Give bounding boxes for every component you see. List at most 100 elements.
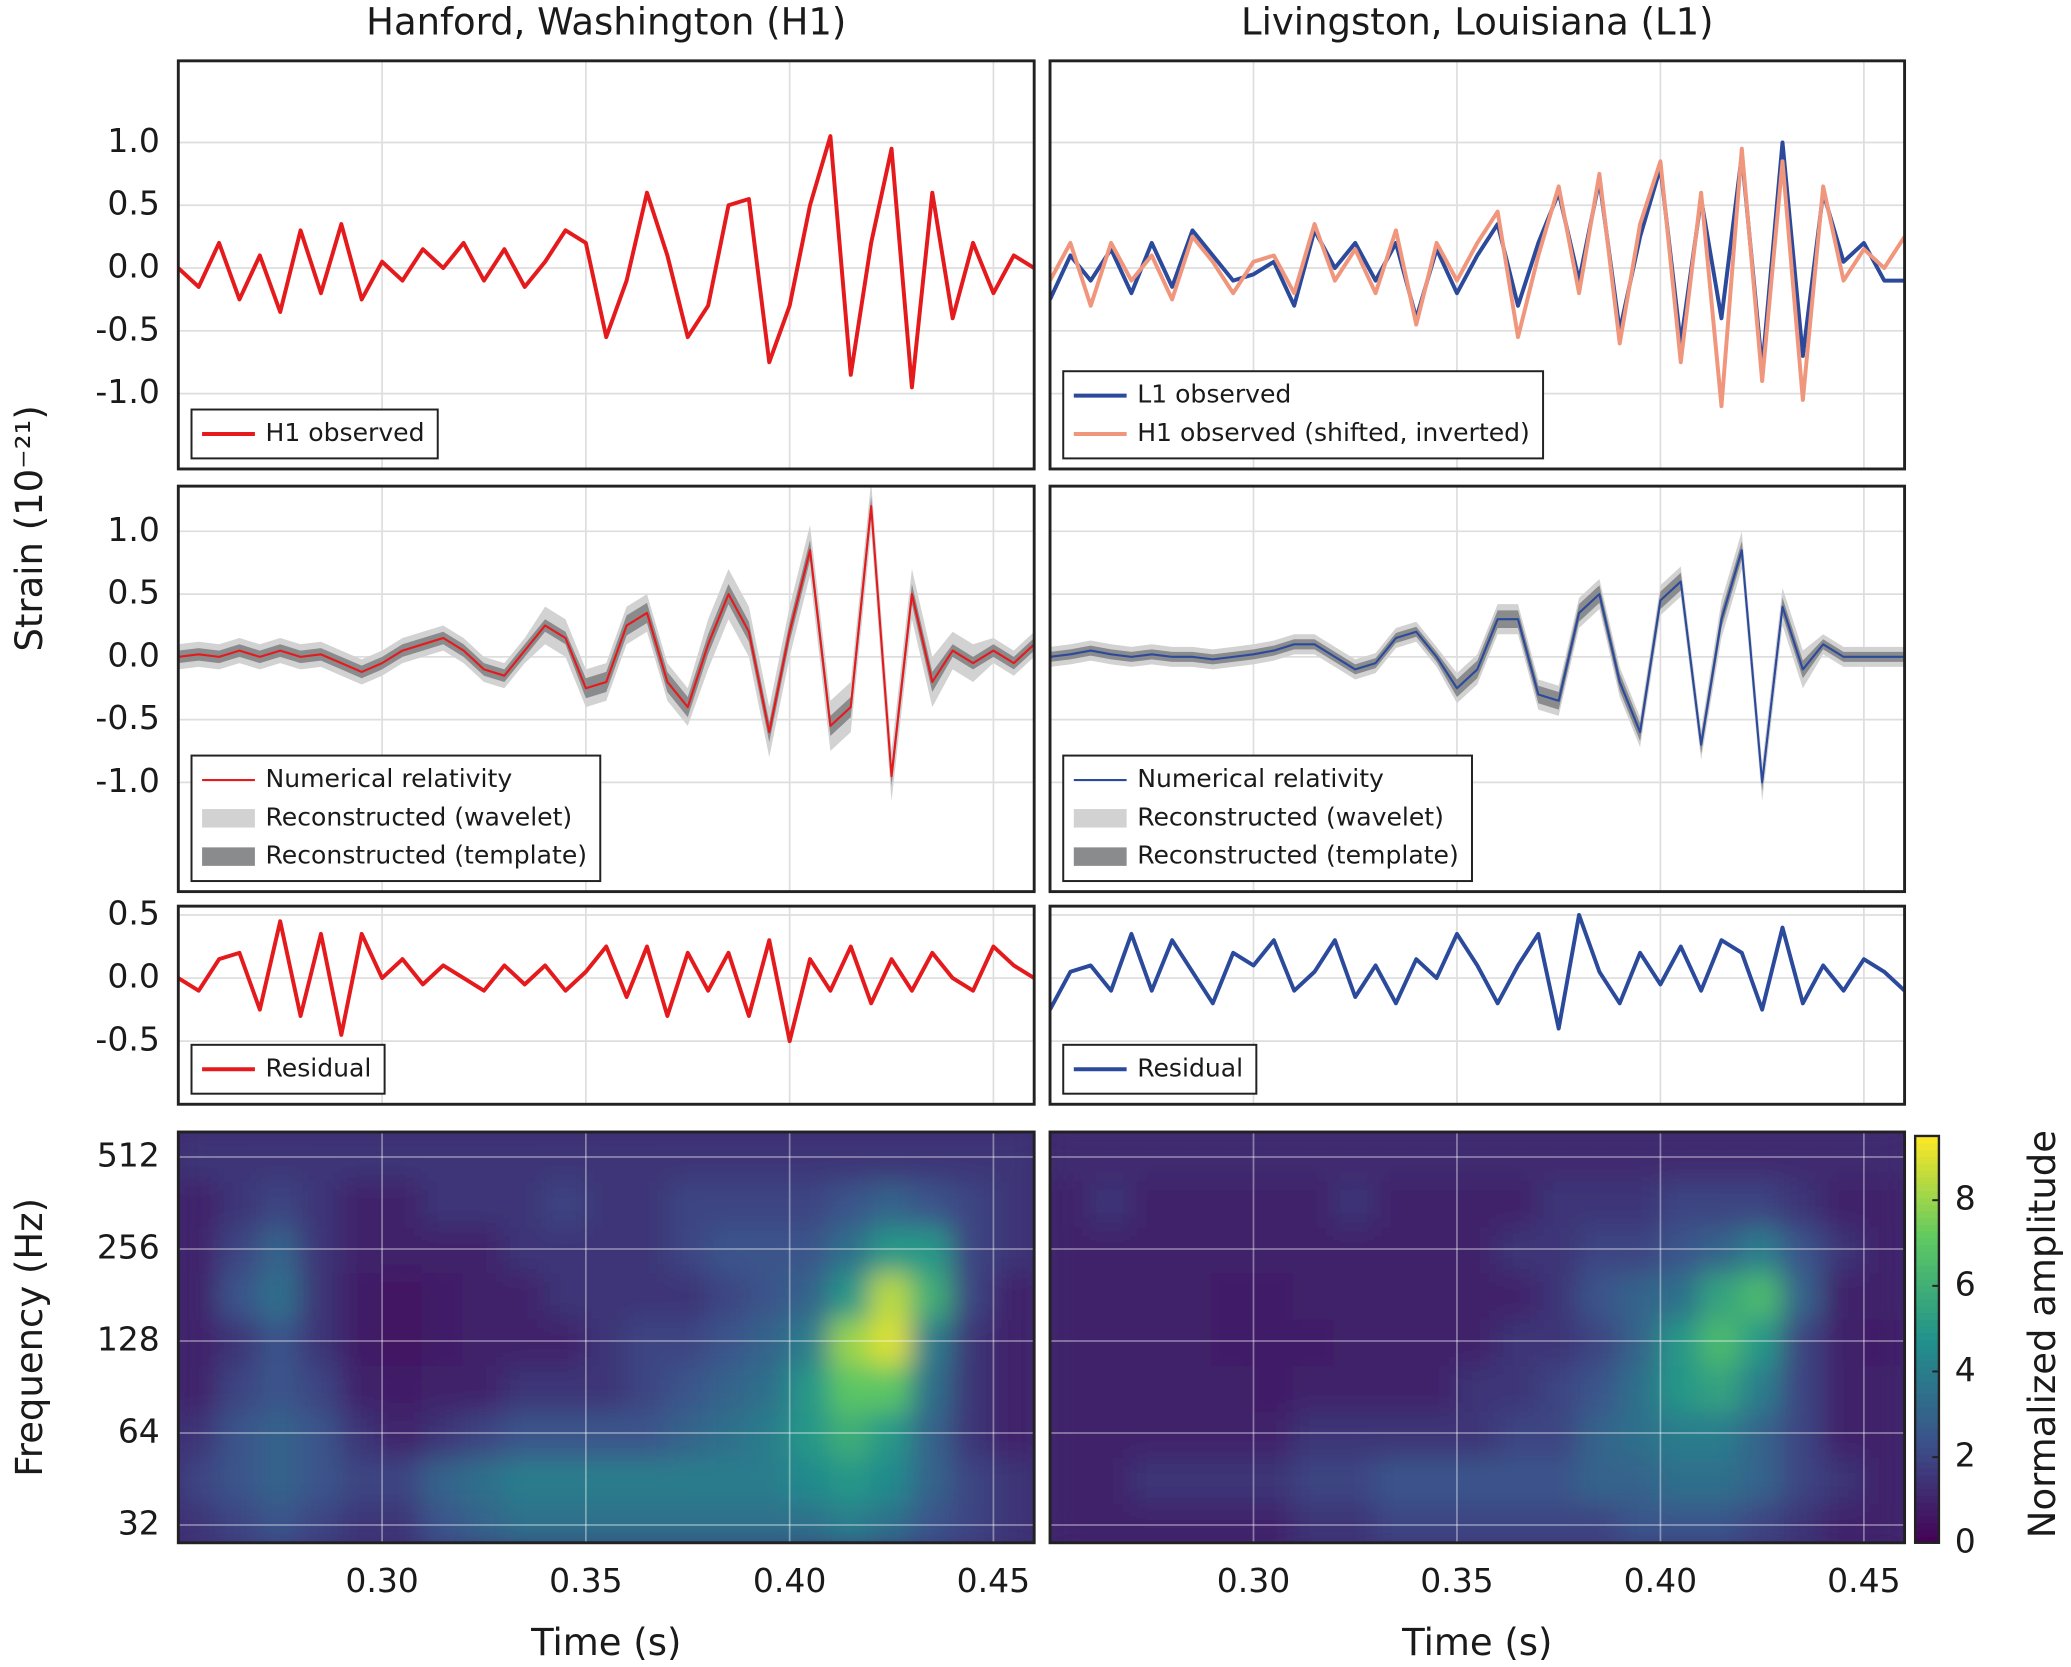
legend-label: Reconstructed (wavelet): [1137, 802, 1444, 831]
heatmap-cell: [1170, 1224, 1215, 1274]
heatmap-cell: [1781, 1132, 1825, 1182]
heatmap-cell: [1414, 1409, 1459, 1458]
heatmap-cell: [1740, 1178, 1784, 1228]
colorbar-tick-label: 8: [1955, 1179, 1976, 1218]
heatmap-cell: [1252, 1316, 1296, 1366]
heatmap-cell: [910, 1224, 954, 1274]
frame: [1048, 59, 1907, 471]
legend-swatch: [1073, 809, 1127, 828]
heatmap-cell: [1577, 1132, 1622, 1182]
colorbar-tick-label: 6: [1955, 1264, 1976, 1303]
heatmap-cell: [1781, 1455, 1825, 1504]
heatmap-cell: [421, 1409, 465, 1458]
heatmap-cell: [1659, 1409, 1703, 1458]
heatmap-cell: [340, 1455, 384, 1504]
heatmap-cell: [1414, 1178, 1459, 1228]
heatmap-cell: [340, 1270, 384, 1320]
heatmap-cell: [747, 1501, 791, 1543]
heatmap-cell: [1252, 1501, 1296, 1543]
heatmap-cell: [1496, 1132, 1540, 1182]
heatmap-cell: [1374, 1409, 1418, 1458]
heatmap-cell: [1170, 1270, 1215, 1320]
heatmap-cell: [666, 1501, 710, 1543]
heatmap-cell: [625, 1270, 669, 1320]
heatmap-cell: [258, 1363, 302, 1412]
heatmap-cell: [1333, 1501, 1377, 1543]
heatmap-cell: [1130, 1316, 1174, 1366]
heatmap-cell: [666, 1132, 710, 1182]
y-tick-label: 0.5: [107, 184, 159, 223]
heatmap-cell: [1252, 1455, 1296, 1504]
panel: Livingston, Louisiana (L1) L1 observed H1 …: [1048, 0, 1907, 471]
heatmap-cell: [1699, 1409, 1744, 1458]
heatmap-cell: [380, 1363, 425, 1412]
heatmap-cell: [1292, 1455, 1337, 1504]
heatmap-cell: [1050, 1501, 1093, 1543]
heatmap-cell: [1537, 1178, 1581, 1228]
line: [178, 505, 1035, 778]
heatmap-cell: [340, 1316, 384, 1366]
heatmap-cell: [543, 1409, 588, 1458]
heatmap-cell: [1496, 1363, 1540, 1412]
heatmap-cell: [1414, 1132, 1459, 1182]
heatmap-cell: [380, 1270, 425, 1320]
heatmap-cell: [543, 1178, 588, 1228]
heatmap-cell: [217, 1409, 262, 1458]
legend-box: [190, 408, 439, 460]
heatmap-cell: [829, 1409, 873, 1458]
y-tick-label: 512: [97, 1135, 160, 1174]
heatmap-cell: [869, 1316, 914, 1366]
heatmap-cell: [1414, 1501, 1459, 1543]
heatmap-cell: [747, 1409, 791, 1458]
heatmap-cell: [1252, 1132, 1296, 1182]
heatmap-cell: [1659, 1455, 1703, 1504]
heatmap-cell: [1537, 1501, 1581, 1543]
heatmap-cell: [178, 1316, 221, 1366]
heatmap-cell: [951, 1501, 995, 1543]
heatmap-cell: [1537, 1132, 1581, 1182]
heatmap-cell: [584, 1132, 628, 1182]
heatmap-cell: [1333, 1316, 1377, 1366]
heatmap-cell: [706, 1501, 751, 1543]
heatmap-cell: [217, 1178, 262, 1228]
heatmap-cell: [1659, 1132, 1703, 1182]
heatmap-cell: [1414, 1270, 1459, 1320]
heatmap-cell: [258, 1501, 302, 1543]
heatmap-cell: [380, 1455, 425, 1504]
heatmap-cell: [747, 1455, 791, 1504]
heatmap-cell: [1659, 1224, 1703, 1274]
legend: L1 observed H1 observed (shifted, inverte…: [1062, 370, 1545, 460]
heatmap-cell: [217, 1363, 262, 1412]
heatmap-cell: [992, 1132, 1035, 1182]
heatmap-cell: [1374, 1316, 1418, 1366]
heatmap-cell: [1618, 1501, 1662, 1543]
heatmap-cell: [340, 1409, 384, 1458]
heatmap-cell: [1821, 1501, 1866, 1543]
heatmap-cell: [1211, 1316, 1255, 1366]
heatmap-cell: [1618, 1409, 1662, 1458]
heatmap-cell: [1211, 1363, 1255, 1412]
panel: -1.0 -0.5 0.0 0.5 1.0 Hanford, Washington (H1…: [8, 0, 1036, 652]
heatmap-cell: [666, 1178, 710, 1228]
heatmap-cell: [1170, 1363, 1215, 1412]
heatmap-cell: [1211, 1409, 1255, 1458]
heatmap-cell: [1050, 1132, 1093, 1182]
heatmap-cell: [1050, 1409, 1093, 1458]
heatmap-cell: [788, 1132, 832, 1182]
heatmap-cell: [1292, 1224, 1337, 1274]
heatmap-cell: [217, 1270, 262, 1320]
y-tick-label: 1.0: [107, 510, 159, 549]
frame: [176, 484, 1036, 894]
heatmap-cell: [503, 1409, 547, 1458]
panel: -0.5 0.0 0.5 Residual: [95, 893, 1036, 1106]
heatmap-cell: [706, 1409, 751, 1458]
heatmap-cell: [299, 1363, 343, 1412]
heatmap-cell: [747, 1270, 791, 1320]
heatmap-cell: [1577, 1409, 1622, 1458]
heatmap-cell: [421, 1224, 465, 1274]
heatmap-cell: [788, 1316, 832, 1366]
heatmap-cell: [747, 1316, 791, 1366]
heatmap-cell: [1333, 1409, 1377, 1458]
heatmap-cell: [992, 1455, 1035, 1504]
heatmap-cell: [1130, 1409, 1174, 1458]
